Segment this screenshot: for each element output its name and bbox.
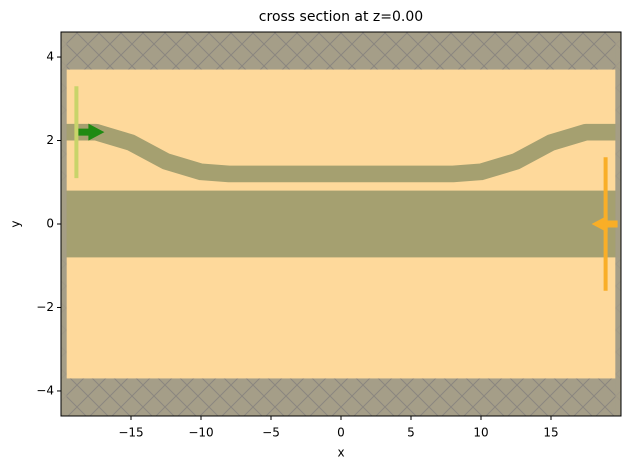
y-axis-label: y [9,220,23,227]
y-tick-label: 0 [46,217,54,231]
y-tick-label: −2 [36,300,54,314]
x-tick-label: 5 [407,426,415,440]
pml-left [61,32,67,416]
x-tick-label: −10 [188,426,213,440]
x-axis-label: x [337,446,344,460]
plot-area [61,32,621,416]
y-tick-label: 2 [46,133,54,147]
x-tick-label: 0 [337,426,345,440]
bend-waveguide [61,123,621,183]
waveguide [61,190,621,258]
pml-right [615,32,621,416]
y-tick-label: 4 [46,50,54,64]
x-tick-label: −5 [262,426,280,440]
chart-title: cross section at z=0.00 [259,9,423,25]
x-tick-label: −15 [118,426,143,440]
x-tick-label: 15 [543,426,558,440]
source-arrow [78,123,105,141]
x-tick-label: 10 [473,426,488,440]
y-tick-label: −4 [36,383,54,397]
